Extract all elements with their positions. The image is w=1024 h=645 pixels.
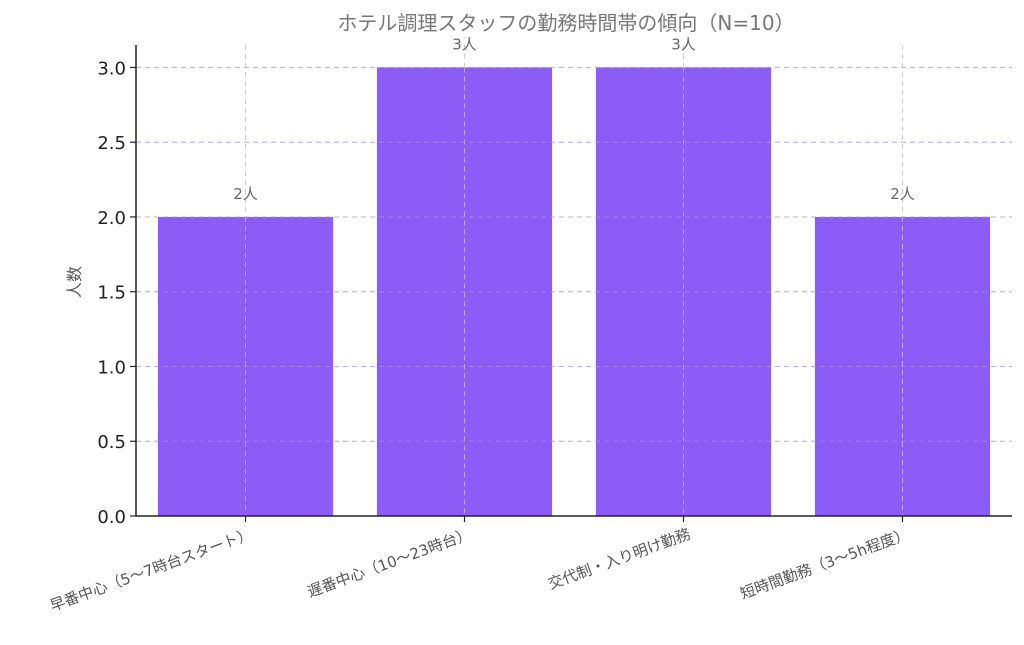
x-tick-label: 遅番中心（10〜23時台）	[305, 525, 474, 601]
data-label: 3人	[452, 35, 477, 53]
axes	[130, 45, 1012, 522]
x-tick-label: 短時間勤務（3〜5h程度）	[738, 525, 912, 603]
data-label: 2人	[233, 185, 258, 203]
y-tick-label: 0.5	[97, 432, 126, 453]
y-tick-label: 2.5	[97, 133, 126, 154]
y-axis-label: 人数	[65, 266, 84, 298]
y-tick-label: 1.0	[97, 357, 126, 378]
y-tick-label: 2.0	[97, 208, 126, 229]
x-tick-label: 早番中心（5〜7時台スタート）	[48, 525, 255, 615]
y-tick-label: 3.0	[97, 58, 126, 79]
x-tick-label: 交代制・入り明け勤務	[546, 525, 693, 593]
chart-title: ホテル調理スタッフの勤務時間帯の傾向（N=10）	[337, 11, 794, 35]
y-tick-label: 0.0	[97, 507, 126, 528]
data-label: 2人	[890, 185, 915, 203]
bars	[136, 66, 1012, 516]
data-label: 3人	[671, 35, 696, 53]
y-tick-label: 1.5	[97, 283, 126, 304]
